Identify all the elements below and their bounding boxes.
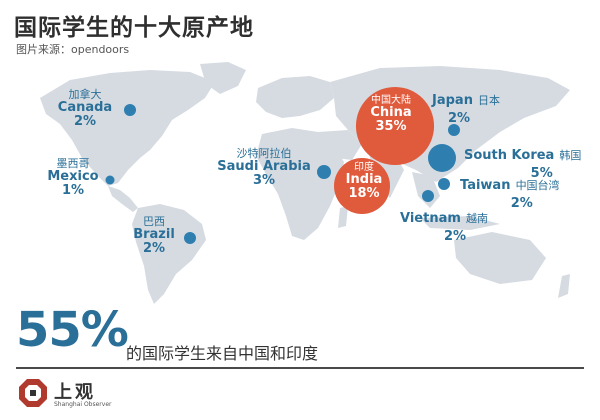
label-saudi-pct: 3% <box>252 173 276 189</box>
marker-korea <box>428 144 456 172</box>
page-title: 国际学生的十大原产地 <box>14 15 254 41</box>
label-korea: South Korea 韩国 5% <box>464 145 581 182</box>
label-japan: Japan 日本 2% <box>432 90 500 127</box>
marker-saudi <box>317 165 331 179</box>
indonesia-landmass <box>420 216 500 230</box>
central-america-landmass <box>108 186 138 212</box>
madagascar-landmass <box>338 206 348 228</box>
label-canada-pct: 2% <box>73 114 97 130</box>
label-korea-pct: 5% <box>530 166 553 182</box>
label-brazil-en: Brazil <box>133 227 175 243</box>
label-mexico-cn: 墨西哥 <box>56 157 90 170</box>
source-caption: 图片来源：opendoors <box>16 43 130 56</box>
label-saudi-en: Saudi Arabia <box>217 159 311 175</box>
japan-landmass <box>472 112 490 142</box>
label-china-pct: 35% <box>375 119 407 135</box>
north-america-landmass <box>40 70 215 186</box>
label-saudi: 沙特阿拉伯 Saudi Arabia 3% <box>212 147 316 189</box>
label-canada-cn: 加拿大 <box>68 88 102 101</box>
marker-mexico <box>105 175 115 185</box>
marker-canada <box>124 104 136 116</box>
label-japan-pct: 2% <box>448 111 471 127</box>
marker-vietnam <box>422 190 434 202</box>
australia-landmass <box>454 232 546 284</box>
south-america-landmass <box>132 204 206 304</box>
world-map <box>40 62 570 304</box>
africa-landmass <box>256 128 344 240</box>
middle-east-landmass <box>318 130 362 160</box>
shanghai-observer-logo-icon <box>19 379 47 407</box>
marker-china <box>355 86 435 166</box>
new-zealand-landmass <box>558 274 570 298</box>
label-japan-en: Japan <box>432 93 473 108</box>
label-taiwan-pct: 2% <box>510 196 533 212</box>
label-china-cn: 中国大陆 <box>371 95 411 106</box>
label-saudi-cn: 沙特阿拉伯 <box>236 147 292 160</box>
marker-japan <box>448 124 460 136</box>
label-taiwan: Taiwan 中国台湾 2% <box>460 175 560 212</box>
label-vietnam-cn: 越南 <box>466 212 488 225</box>
label-china-en: China <box>370 105 412 120</box>
marker-taiwan <box>438 178 450 190</box>
label-india-pct: 18% <box>348 186 380 202</box>
label-canada: 加拿大 Canada 2% <box>50 88 120 130</box>
label-taiwan-en: Taiwan <box>460 178 511 193</box>
label-mexico: 墨西哥 Mexico 1% <box>40 157 106 199</box>
label-brazil-cn: 巴西 <box>143 215 165 228</box>
label-mexico-pct: 1% <box>61 183 85 199</box>
label-vietnam-en: Vietnam <box>400 211 461 226</box>
label-korea-cn: 韩国 <box>559 149 582 162</box>
logo-subtitle: Shanghai Observer <box>54 401 112 408</box>
label-canada-en: Canada <box>57 100 113 116</box>
greenland-landmass <box>200 62 246 94</box>
label-india-cn: 印度 <box>354 162 374 173</box>
marker-brazil <box>184 232 196 244</box>
divider <box>16 367 584 369</box>
logo-name: 上观 <box>54 382 96 403</box>
highlight-text: 的国际学生来自中国和印度 <box>126 344 319 363</box>
highlight-value: 55% <box>16 302 129 358</box>
label-mexico-en: Mexico <box>47 169 99 185</box>
label-japan-cn: 日本 <box>478 94 501 107</box>
label-india-en: India <box>345 172 383 187</box>
label-brazil: 巴西 Brazil 2% <box>126 215 182 257</box>
label-india: 印度 India 18% <box>336 162 392 202</box>
label-taiwan-cn: 中国台湾 <box>515 179 560 192</box>
europe-landmass <box>256 76 334 118</box>
label-korea-en: South Korea <box>464 148 555 163</box>
marker-india <box>333 157 391 215</box>
label-vietnam-pct: 2% <box>443 229 467 245</box>
label-brazil-pct: 2% <box>142 241 166 257</box>
label-china: 中国大陆 China 35% <box>356 95 426 135</box>
label-vietnam: Vietnam 越南 2% <box>400 208 488 245</box>
